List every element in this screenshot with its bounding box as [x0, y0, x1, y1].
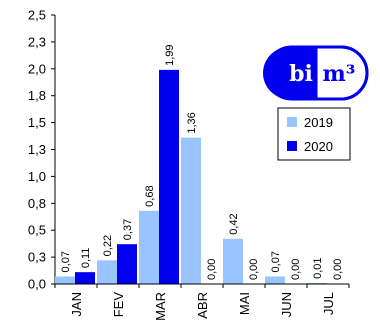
- data-label-2019-mai: 0,42: [228, 213, 240, 234]
- y-axis: 0,0 0,3 0,5 0,8 1,0 1,3 1,5 1,8 2,0 2,3 2,5: [28, 8, 56, 292]
- y-tick-label: 1,0: [28, 169, 46, 184]
- legend-label-2019: 2019: [304, 115, 333, 130]
- x-category-label: JUL: [321, 292, 336, 315]
- x-category-label: ABR: [195, 292, 210, 319]
- bar-2019-jan: [55, 276, 75, 284]
- x-category-label: MAI: [237, 292, 252, 315]
- data-label-2019-abr: 1,36: [186, 112, 198, 133]
- y-tick-label: 2,3: [28, 34, 46, 49]
- data-label-2020-fev: 0,37: [122, 219, 134, 240]
- y-tick-label: 0,0: [28, 277, 46, 292]
- x-category-label: JAN: [69, 292, 84, 317]
- y-tick-label: 0,8: [28, 196, 46, 211]
- data-label-2020-jun: 0,00: [290, 259, 302, 280]
- x-category-label: JUN: [279, 292, 294, 317]
- y-tick-label: 2,0: [28, 61, 46, 76]
- data-label-2019-jul: 0,01: [312, 258, 324, 279]
- data-label-2020-jul: 0,00: [332, 259, 344, 280]
- bar-2020-mar: [159, 69, 179, 284]
- data-label-2019-mar: 0,68: [144, 185, 156, 206]
- legend: 2019 2020: [277, 107, 351, 161]
- bar-2019-fev: [97, 260, 117, 284]
- bar-2019-abr: [181, 137, 201, 284]
- bar-2019-mar: [139, 210, 159, 284]
- legend-label-2020: 2020: [304, 139, 333, 154]
- data-label-2019-jan: 0,07: [60, 251, 72, 272]
- y-tick-label: 1,8: [28, 88, 46, 103]
- legend-frame: [277, 107, 351, 161]
- legend-swatch-2020: [287, 141, 297, 151]
- data-label-2020-abr: 0,00: [206, 259, 218, 280]
- bar-2020-fev: [117, 244, 137, 284]
- logo-bi-text: bi: [289, 61, 313, 87]
- logo-outline: [264, 45, 369, 101]
- data-label-2019-fev: 0,22: [102, 235, 114, 256]
- bars: 0,07 0,11 0,22 0,37 0,68 1,99 1,36 0,00 0,42 0,00…: [55, 44, 344, 284]
- y-tick-label: 0,5: [28, 223, 46, 238]
- data-label-2020-jan: 0,11: [80, 248, 92, 269]
- x-axis: JAN FEV MAR ABR MAI JUN JUL: [54, 283, 350, 321]
- x-category-label: MAR: [153, 292, 168, 321]
- bim3-logo: bi m³: [263, 45, 369, 101]
- legend-swatch-2019: [287, 117, 297, 127]
- data-label-2019-jun: 0,07: [270, 251, 282, 272]
- y-tick-label: 1,3: [28, 142, 46, 157]
- y-tick-label: 0,3: [28, 250, 46, 265]
- y-tick-label: 2,5: [28, 8, 46, 23]
- bar-2020-jan: [75, 272, 95, 284]
- logo-m3-text: m³: [323, 61, 356, 87]
- logo-left-half: [263, 47, 316, 99]
- data-label-2020-mar: 1,99: [164, 44, 176, 65]
- y-tick-label: 1,5: [28, 115, 46, 130]
- x-category-label: FEV: [111, 292, 126, 318]
- bar-2019-jun: [265, 276, 285, 284]
- data-label-2020-mai: 0,00: [248, 259, 260, 280]
- bar-2019-mai: [223, 238, 243, 284]
- bar-2019-jul: [307, 282, 327, 284]
